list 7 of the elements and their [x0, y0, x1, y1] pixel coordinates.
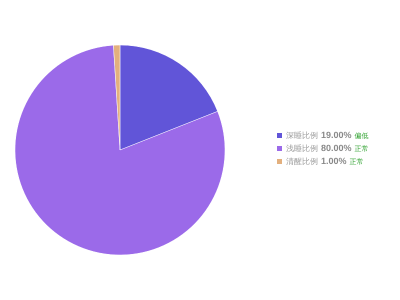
- legend-label: 深睡比例: [286, 131, 318, 140]
- legend-label: 浅睡比例: [286, 144, 318, 153]
- pie-slice: [14, 44, 226, 256]
- data-label: 1.00%: [321, 156, 347, 166]
- data-label: 19.00%: [321, 130, 352, 140]
- data-label: 80.00%: [321, 143, 352, 153]
- legend-label: 清醒比例: [286, 157, 318, 166]
